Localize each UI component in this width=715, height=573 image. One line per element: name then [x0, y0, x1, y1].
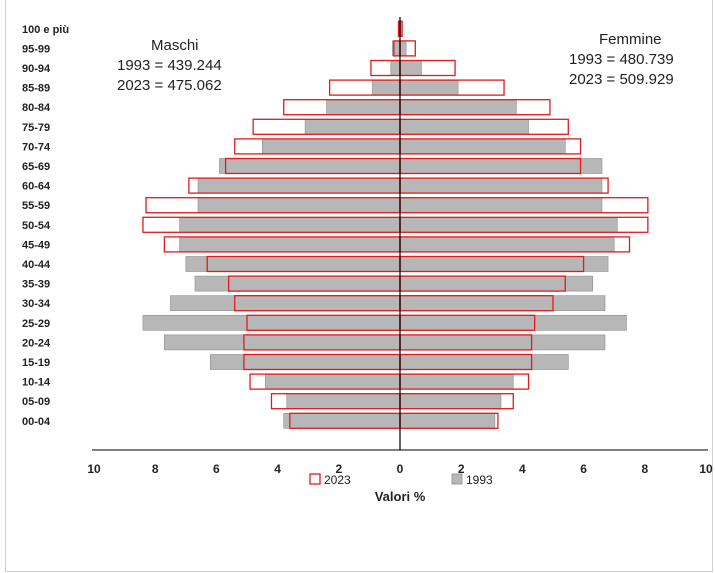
x-tick-label: 4 [519, 462, 526, 476]
bar-1993-male [219, 158, 401, 174]
bar-1993-female [399, 314, 627, 331]
bar-1993-male [197, 177, 401, 194]
bar-1993-male [326, 99, 401, 115]
bar-1993-female [399, 177, 603, 194]
bar-1993-female [399, 119, 529, 135]
bar-1993-male [209, 354, 401, 370]
bar-1993-female [399, 275, 594, 292]
male-annotation: Maschi 1993 = 439.244 2023 = 475.062 [117, 36, 222, 96]
bar-1993-female [399, 79, 459, 96]
bar-1993-male [261, 138, 401, 155]
age-group-label: 55-59 [22, 200, 50, 212]
bar-1993-male [170, 295, 401, 312]
x-tick-label: 8 [152, 462, 159, 476]
bar-1993-female [399, 217, 618, 233]
age-group-label: 95-99 [22, 43, 50, 55]
bar-1993-male [372, 79, 401, 96]
bar-1993-female [399, 295, 606, 312]
legend-label-1993: 1993 [466, 473, 493, 487]
age-group-label: 35-39 [22, 279, 50, 291]
legend-swatch-1993 [451, 473, 463, 485]
age-group-label: 15-19 [22, 357, 50, 369]
age-group-label: 05-09 [22, 396, 50, 408]
bar-1993-male [390, 60, 401, 76]
bar-1993-female [399, 256, 609, 272]
x-axis-title: Valori % [375, 489, 426, 504]
age-group-label: 65-69 [22, 161, 50, 173]
bar-1993-male [283, 412, 401, 429]
legend-label-2023: 2023 [324, 473, 351, 487]
x-tick-label: 0 [397, 462, 404, 476]
bar-1993-female [399, 197, 603, 213]
bar-1993-male [179, 236, 401, 253]
bar-1993-female [399, 236, 615, 253]
x-tick-label: 6 [580, 462, 587, 476]
x-tick-label: 10 [699, 462, 713, 476]
bar-1993-male [194, 275, 401, 292]
age-group-label: 50-54 [22, 220, 51, 232]
bar-1993-male [304, 119, 401, 135]
legend-swatch-2023 [309, 473, 321, 485]
bar-1993-female [399, 354, 569, 370]
age-group-label: 90-94 [22, 63, 51, 75]
female-2023-total: 2023 = 509.929 [569, 71, 674, 88]
bar-1993-male [164, 334, 401, 351]
bar-1993-male [142, 314, 401, 331]
bar-1993-female [399, 334, 606, 351]
age-group-label: 40-44 [22, 259, 51, 271]
male-1993-total: 1993 = 439.244 [117, 57, 222, 74]
age-group-label: 100 e più [22, 24, 69, 36]
age-group-label: 45-49 [22, 239, 50, 251]
bar-1993-female [399, 393, 502, 410]
bar-1993-female [399, 138, 566, 155]
bar-1993-female [399, 412, 496, 429]
x-tick-label: 10 [87, 462, 101, 476]
age-group-label: 30-34 [22, 298, 51, 310]
age-group-label: 20-24 [22, 337, 51, 349]
x-tick-label: 2 [458, 462, 465, 476]
bar-1993-female [399, 60, 422, 76]
bar-1993-male [197, 197, 401, 213]
male-2023-total: 2023 = 475.062 [117, 77, 222, 94]
x-tick-label: 6 [213, 462, 220, 476]
x-tick-label: 2 [335, 462, 342, 476]
age-group-label: 00-04 [22, 416, 51, 428]
age-group-label: 85-89 [22, 83, 50, 95]
female-annotation: Femmine 1993 = 480.739 2023 = 509.929 [569, 30, 674, 90]
bar-1993-male [265, 373, 401, 390]
bar-1993-female [399, 40, 407, 57]
bar-1993-male [179, 217, 401, 233]
age-group-label: 25-29 [22, 318, 50, 330]
female-title: Femmine [599, 31, 662, 48]
bar-1993-male [185, 256, 401, 272]
chart-frame [5, 0, 713, 572]
x-tick-label: 4 [274, 462, 281, 476]
male-title: Maschi [151, 37, 199, 54]
age-group-label: 60-64 [22, 181, 51, 193]
bar-1993-female [399, 373, 514, 390]
bar-1993-male [286, 393, 401, 410]
age-group-label: 70-74 [22, 141, 51, 153]
bar-1993-female [399, 158, 603, 174]
female-1993-total: 1993 = 480.739 [569, 51, 674, 68]
age-group-label: 75-79 [22, 122, 50, 134]
x-tick-label: 8 [641, 462, 648, 476]
bar-1993-female [399, 99, 517, 115]
age-group-label: 10-14 [22, 377, 51, 389]
age-group-label: 80-84 [22, 102, 51, 114]
